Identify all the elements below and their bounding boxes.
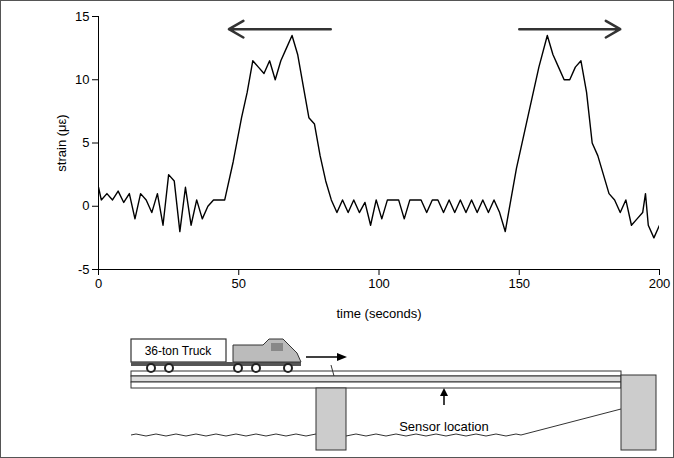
svg-text:15: 15 — [75, 9, 89, 24]
svg-text:36-ton Truck: 36-ton Truck — [145, 344, 213, 358]
svg-text:strain (με): strain (με) — [54, 114, 69, 171]
svg-text:time (seconds): time (seconds) — [336, 306, 421, 321]
svg-text:50: 50 — [232, 276, 246, 291]
svg-text:200: 200 — [649, 276, 671, 291]
svg-text:150: 150 — [508, 276, 530, 291]
svg-text:5: 5 — [82, 135, 89, 150]
svg-text:100: 100 — [368, 276, 390, 291]
svg-text:-5: -5 — [78, 262, 90, 277]
svg-text:10: 10 — [75, 72, 89, 87]
svg-text:Sensor location: Sensor location — [399, 419, 489, 434]
svg-text:0: 0 — [82, 198, 89, 213]
svg-text:0: 0 — [95, 276, 102, 291]
